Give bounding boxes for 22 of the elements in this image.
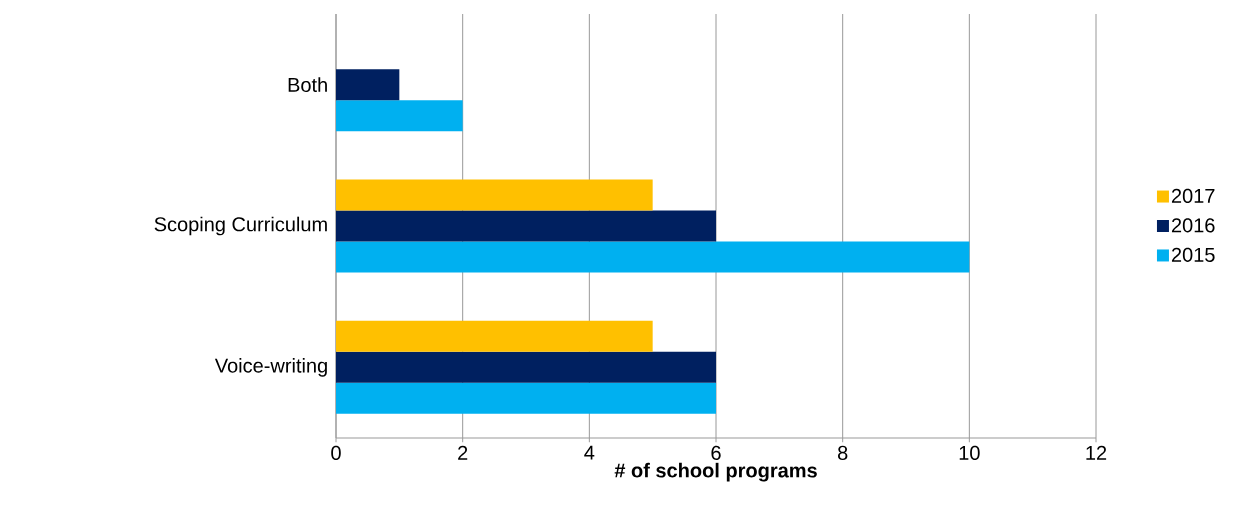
legend-label: 2016 [1171,218,1215,233]
bar [336,69,400,101]
bar [336,382,717,414]
legend-label: 2017 [1171,188,1215,203]
bar [336,320,653,352]
bar [336,351,717,383]
y-tick-label: Both [288,77,327,92]
x-tick-label: 10 [959,445,980,460]
x-tick-label: 0 [331,445,341,460]
bar [336,100,463,132]
x-axis-title: # of school programs [614,462,817,482]
x-tick-label: 8 [837,445,848,460]
bar [336,210,717,242]
x-tick-label: 6 [711,445,721,460]
legend-label: 2015 [1171,247,1215,262]
x-tick-label: 2 [458,445,468,460]
bar [336,241,970,273]
x-tick-label: 12 [1086,445,1107,460]
y-tick-label: Scoping Curriculum [154,216,327,236]
y-tick-label: Voice-writing [214,358,327,377]
bar [336,179,653,211]
x-tick-label: 4 [584,445,595,460]
